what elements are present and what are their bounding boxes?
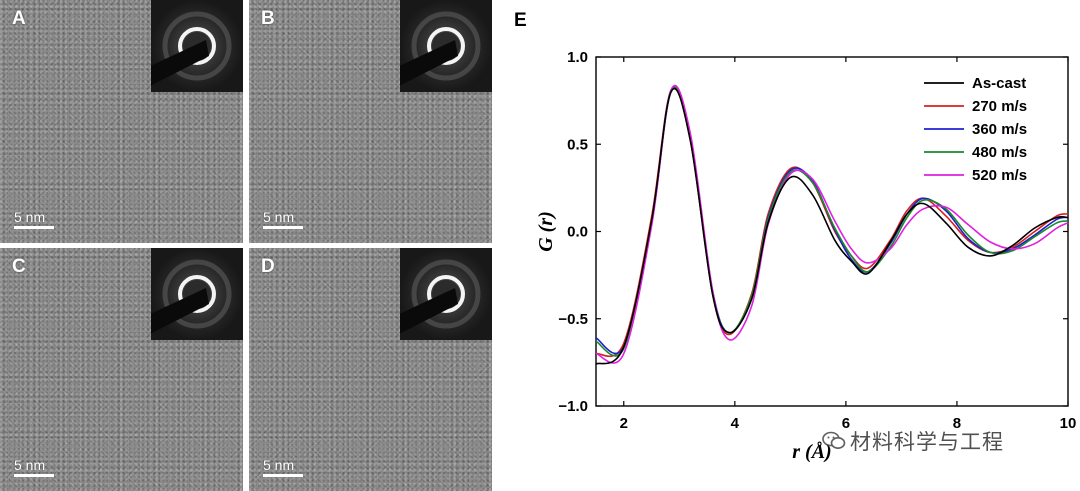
series-line-520-m-s xyxy=(595,84,1069,364)
series-line-as-cast xyxy=(595,87,1069,365)
chart-panel-letter: E xyxy=(514,10,527,31)
saed-inset xyxy=(400,0,492,92)
y-axis-label: G (r) xyxy=(535,211,557,252)
tem-panel-b: B 5 nm xyxy=(249,0,492,243)
panel-letter: C xyxy=(12,256,26,277)
y-tick-label: 1.0 xyxy=(567,49,588,66)
watermark-text: 材料科学与工程 xyxy=(850,430,1004,454)
series-line-480-m-s xyxy=(595,86,1069,357)
x-tick-label: 10 xyxy=(1060,415,1077,432)
wechat-icon xyxy=(822,431,846,449)
tem-panel-d: D 5 nm xyxy=(249,248,492,491)
x-tick-label: 8 xyxy=(953,415,961,432)
scale-bar: 5 nm xyxy=(14,209,54,229)
saed-inset xyxy=(151,248,243,340)
scale-label: 5 nm xyxy=(263,457,295,473)
scale-bar-line xyxy=(14,474,54,477)
tem-panel-a: A 5 nm xyxy=(0,0,243,243)
pdf-chart: 2 4 6 8 10 −1.0 −0.5 0.0 0.5 1.0 G (r) r (Å) As-cast… xyxy=(535,49,1077,463)
scale-label: 5 nm xyxy=(14,209,46,225)
saed-inset xyxy=(400,248,492,340)
x-axis-label: r (Å) xyxy=(792,441,831,463)
legend-label: 480 m/s xyxy=(972,144,1027,161)
legend-label: 360 m/s xyxy=(972,121,1027,138)
scale-label: 5 nm xyxy=(263,209,295,225)
panel-letter: D xyxy=(261,256,275,277)
legend-label: 270 m/s xyxy=(972,98,1027,115)
panel-letter: B xyxy=(261,8,275,29)
x-tick-label: 4 xyxy=(731,415,740,432)
y-tick-label: 0.0 xyxy=(567,224,588,241)
scale-bar-line xyxy=(263,226,303,229)
watermark: 材料科学与工程 xyxy=(822,426,1004,456)
saed-inset xyxy=(151,0,243,92)
legend-label: As-cast xyxy=(972,75,1026,92)
y-tick-label: −1.0 xyxy=(558,398,588,415)
panel-letter: A xyxy=(12,8,26,29)
tem-panel-c: C 5 nm xyxy=(0,248,243,491)
scale-bar: 5 nm xyxy=(263,457,303,477)
x-tick-label: 6 xyxy=(842,415,850,432)
scale-bar: 5 nm xyxy=(14,457,54,477)
scale-bar-line xyxy=(14,226,54,229)
scale-bar-line xyxy=(263,474,303,477)
y-tick-label: 0.5 xyxy=(567,136,588,153)
legend-label: 520 m/s xyxy=(972,167,1027,184)
scale-label: 5 nm xyxy=(14,457,46,473)
scale-bar: 5 nm xyxy=(263,209,303,229)
x-tick-label: 2 xyxy=(620,415,628,432)
y-tick-label: −0.5 xyxy=(558,311,588,328)
